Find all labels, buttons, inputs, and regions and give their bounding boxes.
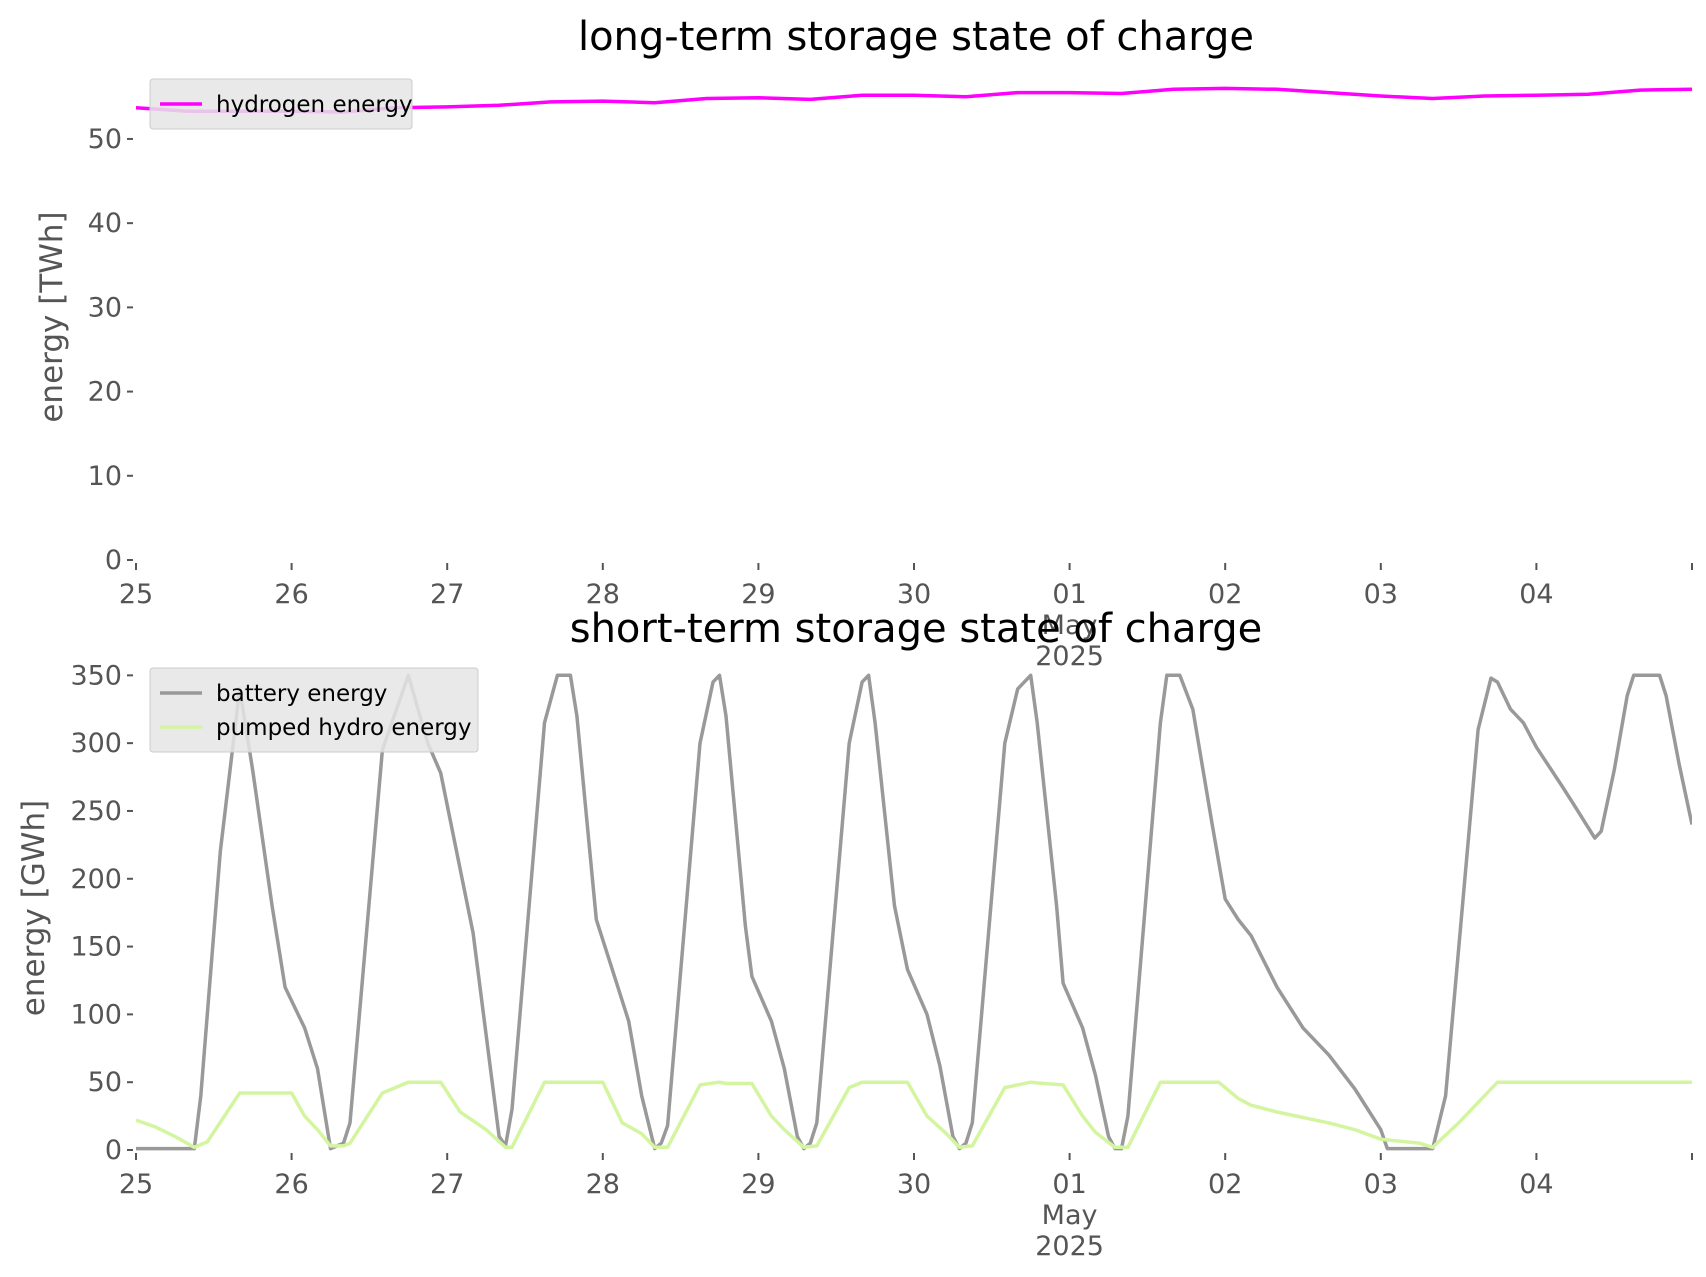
y-tick-label: 20: [88, 377, 122, 408]
x-tick-label: 30: [897, 579, 931, 610]
x-tick-label: 28: [586, 1169, 620, 1200]
x-tick-label: 25: [119, 1169, 153, 1200]
series-line-2: [136, 1080, 1692, 1150]
y-tick-label: 300: [70, 728, 122, 759]
chart-title: long-term storage state of charge: [578, 14, 1254, 60]
legend: battery energy pumped hydro energy: [149, 667, 479, 753]
y-axis: 0 50 100 150 200 250 300 350: [70, 660, 133, 1166]
y-tick-label: 40: [88, 208, 122, 239]
y-axis-label: energy [TWh]: [34, 211, 70, 422]
short-term-storage-chart: short-term storage state of charge energ…: [16, 606, 1693, 1262]
chart-title: short-term storage state of charge: [570, 606, 1263, 652]
y-axis-label: energy [GWh]: [16, 800, 52, 1016]
x-axis: 25 26 27 28 29 30 01 May 2025 02 03 04: [119, 563, 1693, 672]
x-tick-label: 27: [430, 1169, 464, 1200]
y-tick-label: 250: [70, 796, 122, 827]
x-axis: 25 26 27 28 29 30 01 May 2025 02 03 04: [119, 1153, 1693, 1262]
legend-box: [149, 667, 479, 753]
legend: hydrogen energy: [149, 78, 413, 130]
x-tick-label: 02: [1208, 1169, 1242, 1200]
x-tick-label: 28: [586, 579, 620, 610]
y-tick-label: 100: [70, 999, 122, 1030]
x-tick-label: 27: [430, 579, 464, 610]
x-tick-label: 26: [274, 1169, 308, 1200]
legend-label: pumped hydro energy: [216, 715, 472, 741]
x-tick-label: 29: [741, 579, 775, 610]
y-tick-label: 50: [88, 1067, 122, 1098]
x-tick-label: 25: [119, 579, 153, 610]
series-line-1: [136, 673, 1692, 1151]
x-tick-label: 26: [274, 579, 308, 610]
y-tick-label: 50: [88, 124, 122, 155]
x-tick-label: 01 May 2025: [1035, 579, 1104, 672]
y-tick-label: 0: [105, 545, 122, 576]
x-tick-label: 02: [1208, 579, 1242, 610]
y-axis: 0 10 20 30 40 50: [88, 124, 133, 576]
y-tick-label: 150: [70, 932, 122, 963]
y-tick-label: 200: [70, 864, 122, 895]
long-term-storage-chart: long-term storage state of charge energy…: [34, 14, 1693, 672]
x-tick-label: 04: [1519, 579, 1553, 610]
x-tick-label: 29: [741, 1169, 775, 1200]
x-tick-label: 30: [897, 1169, 931, 1200]
series-lines: [136, 673, 1692, 1151]
x-tick-label: 03: [1364, 579, 1398, 610]
x-tick-label: 04: [1519, 1169, 1553, 1200]
y-tick-label: 30: [88, 292, 122, 323]
legend-box: [149, 78, 413, 130]
legend-label: battery energy: [216, 681, 387, 707]
y-tick-label: 350: [70, 660, 122, 691]
legend-label: hydrogen energy: [216, 92, 413, 118]
x-tick-label: 03: [1364, 1169, 1398, 1200]
x-tick-label: 01 May 2025: [1035, 1169, 1104, 1262]
y-tick-label: 10: [88, 461, 122, 492]
y-tick-label: 0: [105, 1135, 122, 1166]
